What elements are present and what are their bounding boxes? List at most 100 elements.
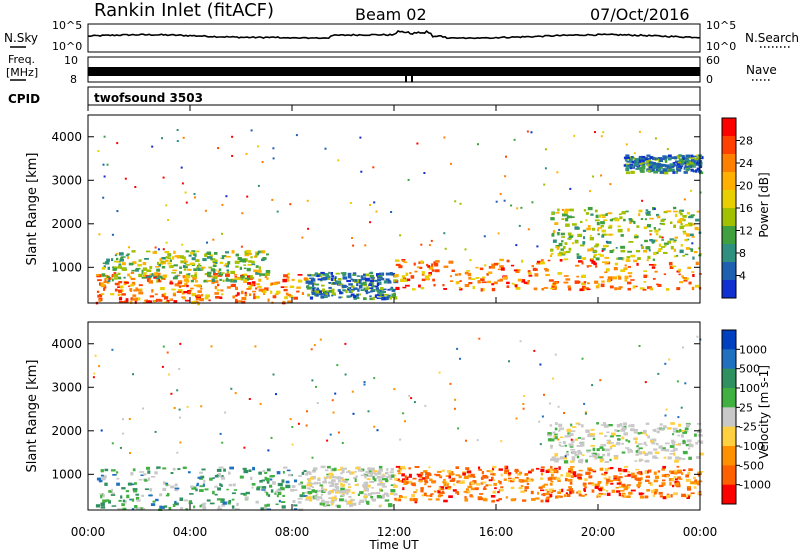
velocity-cell	[543, 393, 545, 396]
power-cell	[385, 297, 389, 301]
velocity-cell	[167, 493, 170, 496]
power-cell	[555, 245, 560, 248]
power-cell	[689, 233, 694, 237]
velocity-cell	[471, 481, 475, 486]
power-cell	[104, 261, 110, 265]
velocity-cell	[200, 405, 203, 408]
power-cell	[206, 241, 208, 244]
power-cell	[128, 285, 131, 288]
velocity-colorbar-segment	[722, 484, 736, 505]
velocity-cell	[696, 482, 701, 485]
power-cell	[162, 176, 165, 179]
velocity-cell	[199, 471, 203, 474]
velocity-cell	[248, 469, 252, 472]
velocity-cell	[336, 476, 342, 480]
power-cell	[643, 270, 647, 272]
velocity-cell	[294, 479, 298, 483]
power-cell	[174, 283, 180, 287]
velocity-cell	[300, 481, 303, 485]
velocity-cell	[660, 428, 664, 431]
power-cell	[671, 265, 677, 268]
power-cell	[586, 265, 592, 267]
velocity-cell	[504, 466, 507, 468]
power-cell	[221, 203, 224, 206]
velocity-cell	[166, 483, 169, 486]
velocity-cell	[240, 492, 246, 495]
power-cell	[348, 286, 351, 289]
velocity-cell	[559, 488, 562, 491]
power-cell	[207, 271, 212, 275]
velocity-cell	[308, 471, 312, 475]
velocity-cell	[540, 477, 544, 480]
velocity-cell	[448, 475, 451, 479]
power-cell	[191, 257, 196, 261]
velocity-cell	[289, 418, 292, 421]
velocity-cell	[267, 449, 270, 452]
power-cell	[544, 268, 549, 272]
power-cell	[553, 282, 556, 285]
velocity-cell	[664, 414, 667, 417]
velocity-cell	[554, 468, 557, 472]
power-cell	[531, 265, 534, 268]
power-cell	[487, 280, 492, 284]
velocity-cell	[633, 429, 638, 432]
power-cell	[272, 157, 275, 160]
power-cell	[324, 296, 328, 298]
velocity-cell	[312, 469, 316, 473]
power-cell	[661, 246, 666, 248]
power-cell	[652, 162, 656, 166]
velocity-cell	[419, 481, 422, 483]
power-cell	[197, 298, 200, 300]
power-cell	[434, 263, 439, 267]
velocity-cell	[586, 450, 590, 453]
velocity-cell	[694, 479, 697, 483]
power-cell	[670, 221, 673, 224]
power-cell	[541, 288, 545, 291]
power-cell	[593, 250, 598, 253]
velocity-cell	[597, 480, 601, 484]
power-cell	[173, 264, 178, 267]
velocity-cell	[259, 480, 263, 483]
velocity-cell	[549, 493, 553, 498]
velocity-cell	[311, 489, 316, 493]
velocity-cell	[613, 477, 617, 481]
power-cell	[679, 225, 684, 230]
velocity-cell	[395, 465, 401, 468]
freq-label-2: [MHz]	[6, 66, 38, 79]
velocity-cell	[492, 490, 497, 494]
power-cell	[118, 301, 124, 303]
power-cell	[157, 278, 160, 282]
velocity-cell	[681, 472, 684, 475]
velocity-cell	[408, 476, 412, 478]
velocity-cell	[403, 481, 408, 485]
velocity-cell	[399, 496, 404, 498]
velocity-cell	[491, 500, 495, 503]
velocity-cell	[616, 435, 621, 437]
power-cell	[330, 272, 333, 275]
power-cell	[533, 268, 538, 271]
velocity-cell	[642, 451, 646, 455]
velocity-cell	[483, 486, 486, 489]
velocity-cell	[264, 490, 268, 493]
velocity-cell	[306, 471, 310, 474]
velocity-cell	[385, 479, 389, 483]
velocity-cell	[179, 342, 182, 345]
x-tick-label: 08:00	[275, 525, 310, 539]
power-cell	[342, 289, 346, 292]
power-cell	[375, 287, 379, 290]
power-cell	[348, 290, 353, 293]
power-cell	[235, 294, 238, 297]
power-cell	[690, 159, 695, 163]
power-cell	[360, 275, 363, 279]
velocity-cell	[536, 467, 540, 470]
power-cell	[144, 299, 147, 302]
power-cell	[148, 280, 153, 284]
velocity-cell	[280, 486, 284, 490]
power-cell	[374, 285, 379, 288]
velocity-cell	[469, 481, 472, 485]
power-cell	[483, 235, 486, 238]
velocity-cell	[621, 492, 626, 495]
velocity-cell	[609, 435, 614, 438]
velocity-cell	[321, 484, 324, 489]
